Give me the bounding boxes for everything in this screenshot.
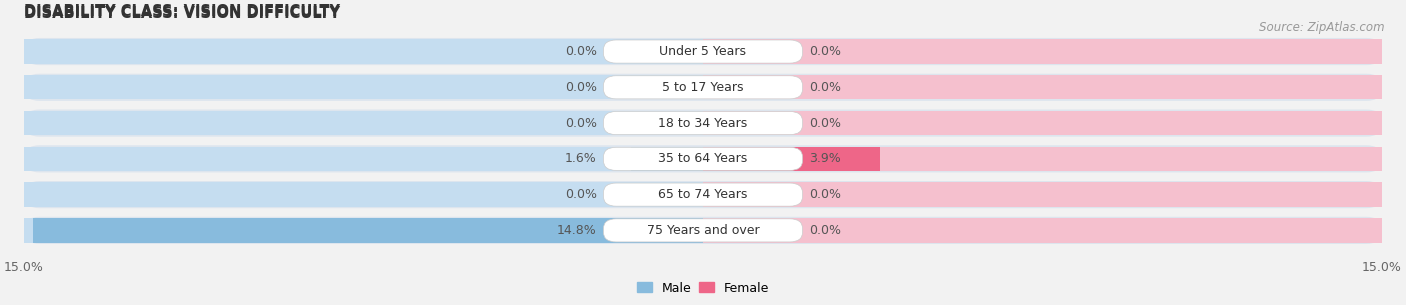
Bar xyxy=(24,111,703,135)
FancyBboxPatch shape xyxy=(24,145,1382,172)
Bar xyxy=(703,182,1382,207)
Bar xyxy=(24,75,703,99)
Text: 75 Years and over: 75 Years and over xyxy=(647,224,759,237)
FancyBboxPatch shape xyxy=(24,74,1382,101)
Text: 18 to 34 Years: 18 to 34 Years xyxy=(658,117,748,130)
Bar xyxy=(703,39,1382,64)
Text: DISABILITY CLASS: VISION DIFFICULTY: DISABILITY CLASS: VISION DIFFICULTY xyxy=(24,4,340,19)
Bar xyxy=(703,75,1382,99)
Bar xyxy=(703,111,1382,135)
Text: 0.0%: 0.0% xyxy=(565,117,596,130)
FancyBboxPatch shape xyxy=(603,40,803,63)
Bar xyxy=(24,147,703,171)
FancyBboxPatch shape xyxy=(603,112,803,135)
Text: DISABILITY CLASS: VISION DIFFICULTY: DISABILITY CLASS: VISION DIFFICULTY xyxy=(24,6,340,21)
Bar xyxy=(24,39,703,64)
Text: 0.0%: 0.0% xyxy=(810,117,841,130)
Text: 0.0%: 0.0% xyxy=(810,188,841,201)
Text: 14.8%: 14.8% xyxy=(557,224,596,237)
FancyBboxPatch shape xyxy=(24,217,1382,244)
Text: Under 5 Years: Under 5 Years xyxy=(659,45,747,58)
Text: 0.0%: 0.0% xyxy=(565,45,596,58)
Bar xyxy=(703,147,1382,171)
FancyBboxPatch shape xyxy=(603,219,803,242)
Bar xyxy=(703,218,1382,242)
Text: 0.0%: 0.0% xyxy=(565,188,596,201)
Text: 0.0%: 0.0% xyxy=(810,45,841,58)
Bar xyxy=(34,218,703,242)
Text: 65 to 74 Years: 65 to 74 Years xyxy=(658,188,748,201)
Legend: Male, Female: Male, Female xyxy=(631,277,775,300)
Text: Source: ZipAtlas.com: Source: ZipAtlas.com xyxy=(1260,21,1385,34)
Bar xyxy=(630,147,703,171)
Text: 0.0%: 0.0% xyxy=(810,224,841,237)
FancyBboxPatch shape xyxy=(24,181,1382,208)
Text: 0.0%: 0.0% xyxy=(565,81,596,94)
Text: 5 to 17 Years: 5 to 17 Years xyxy=(662,81,744,94)
Text: 1.6%: 1.6% xyxy=(565,152,596,165)
Bar xyxy=(24,182,703,207)
Text: 0.0%: 0.0% xyxy=(810,81,841,94)
Bar xyxy=(24,218,703,242)
Text: 35 to 64 Years: 35 to 64 Years xyxy=(658,152,748,165)
FancyBboxPatch shape xyxy=(24,109,1382,137)
Bar xyxy=(703,147,880,171)
FancyBboxPatch shape xyxy=(603,147,803,170)
Text: 3.9%: 3.9% xyxy=(810,152,841,165)
FancyBboxPatch shape xyxy=(603,76,803,99)
FancyBboxPatch shape xyxy=(603,183,803,206)
FancyBboxPatch shape xyxy=(24,38,1382,65)
